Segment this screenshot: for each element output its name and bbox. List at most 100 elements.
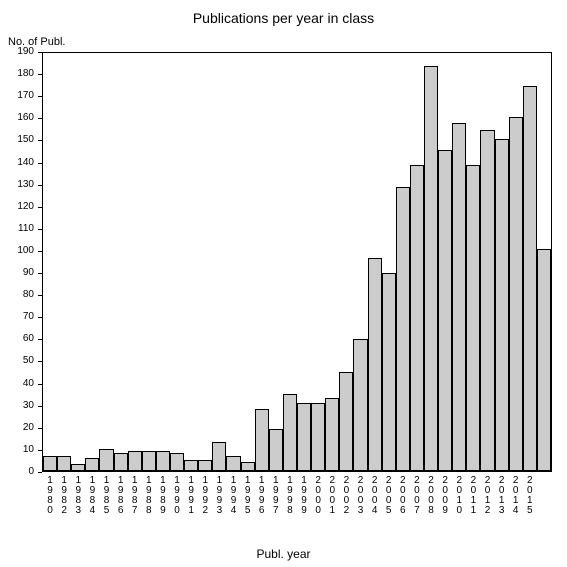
bar [170, 453, 184, 471]
y-tick-label: 50 [0, 356, 34, 366]
y-tick-mark [38, 74, 42, 75]
y-tick-label: 90 [0, 268, 34, 278]
x-tick-label: 1992 [198, 476, 212, 516]
y-tick-mark [38, 163, 42, 164]
y-tick-mark [38, 140, 42, 141]
bar [410, 165, 424, 471]
y-tick-mark [38, 207, 42, 208]
y-tick-mark [38, 428, 42, 429]
y-tick-mark [38, 52, 42, 53]
bar [241, 462, 255, 471]
y-tick-label: 60 [0, 334, 34, 344]
y-tick-label: 110 [0, 224, 34, 234]
bar [424, 66, 438, 471]
x-tick-label: 1995 [241, 476, 255, 516]
bar [71, 464, 85, 471]
bar [452, 123, 466, 471]
y-tick-label: 10 [0, 445, 34, 455]
y-tick-label: 160 [0, 113, 34, 123]
y-tick-label: 130 [0, 180, 34, 190]
x-tick-label: 2007 [410, 476, 424, 516]
x-tick-label: 2015 [523, 476, 537, 516]
bar [128, 451, 142, 471]
x-tick-label: 1997 [269, 476, 283, 516]
y-tick-mark [38, 96, 42, 97]
bar [43, 456, 57, 471]
y-tick-mark [38, 450, 42, 451]
x-tick-label: 2008 [424, 476, 438, 516]
bar [297, 403, 311, 471]
x-tick-label: 1984 [85, 476, 99, 516]
x-tick-label: 1987 [128, 476, 142, 516]
y-tick-label: 170 [0, 91, 34, 101]
y-tick-mark [38, 229, 42, 230]
y-tick-mark [38, 339, 42, 340]
bar [480, 130, 494, 471]
bar [212, 442, 226, 471]
y-tick-label: 30 [0, 401, 34, 411]
y-tick-label: 40 [0, 379, 34, 389]
bar [509, 117, 523, 471]
x-tick-label: 1988 [142, 476, 156, 516]
y-tick-mark [38, 295, 42, 296]
bar [57, 456, 71, 471]
x-tick-label: 2000 [311, 476, 325, 516]
y-tick-label: 150 [0, 135, 34, 145]
bar [114, 453, 128, 471]
x-tick-label: 1993 [212, 476, 226, 516]
x-tick-label: 2002 [339, 476, 353, 516]
bar [353, 339, 367, 471]
y-tick-label: 120 [0, 202, 34, 212]
x-tick-label: 1989 [156, 476, 170, 516]
x-axis-title: Publ. year [0, 547, 567, 561]
x-tick-label: 2003 [353, 476, 367, 516]
x-tick-label: 1996 [255, 476, 269, 516]
bar [184, 460, 198, 471]
bar [85, 458, 99, 471]
bar [537, 249, 551, 471]
bar [99, 449, 113, 471]
y-tick-mark [38, 273, 42, 274]
y-tick-mark [38, 384, 42, 385]
y-tick-label: 80 [0, 290, 34, 300]
bar [283, 394, 297, 471]
x-tick-label: 2010 [452, 476, 466, 516]
bar [466, 165, 480, 471]
y-tick-label: 20 [0, 423, 34, 433]
plot-area [42, 52, 552, 472]
y-tick-label: 180 [0, 69, 34, 79]
x-tick-label: 2004 [368, 476, 382, 516]
bar [255, 409, 269, 471]
x-tick-label: 2009 [438, 476, 452, 516]
y-tick-mark [38, 185, 42, 186]
bar [142, 451, 156, 471]
x-tick-label: 2011 [466, 476, 480, 516]
x-tick-label: 2012 [480, 476, 494, 516]
x-tick-label: 2013 [495, 476, 509, 516]
y-tick-label: 190 [0, 47, 34, 57]
bar [523, 86, 537, 471]
bar [226, 456, 240, 471]
chart-container: Publications per year in class No. of Pu… [0, 0, 567, 567]
x-tick-label: 1999 [297, 476, 311, 516]
y-tick-label: 70 [0, 312, 34, 322]
bar [311, 403, 325, 471]
x-tick-label: 1983 [71, 476, 85, 516]
bar [396, 187, 410, 471]
chart-title: Publications per year in class [0, 10, 567, 26]
y-tick-label: 100 [0, 246, 34, 256]
x-tick-label: 1990 [170, 476, 184, 516]
x-tick-label: 2005 [382, 476, 396, 516]
y-tick-mark [38, 361, 42, 362]
y-tick-mark [38, 317, 42, 318]
x-tick-label: 1982 [57, 476, 71, 516]
y-tick-mark [38, 118, 42, 119]
x-tick-label: 1980 [43, 476, 57, 516]
bar [438, 150, 452, 471]
x-tick-label: 1985 [99, 476, 113, 516]
x-tick-label: 1994 [226, 476, 240, 516]
y-tick-mark [38, 472, 42, 473]
x-tick-label: 2001 [325, 476, 339, 516]
x-tick-label: 2014 [509, 476, 523, 516]
y-tick-mark [38, 251, 42, 252]
